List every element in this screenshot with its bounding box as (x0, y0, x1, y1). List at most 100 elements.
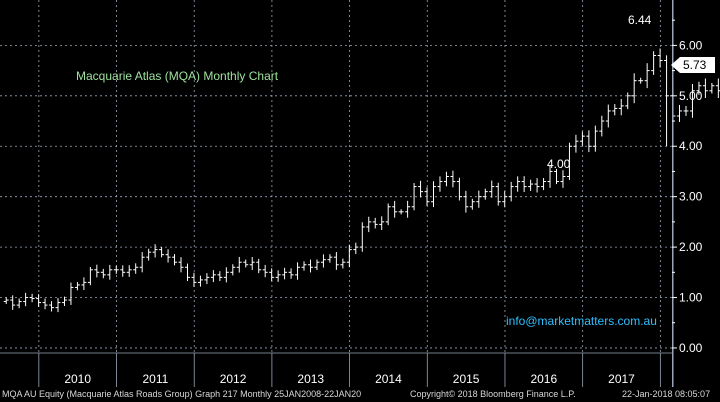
ohlc-bar (443, 171, 449, 187)
ohlc-bar (379, 216, 385, 230)
ohlc-bar (288, 268, 294, 279)
y-tick-label-4: 4.00 (679, 139, 703, 153)
ohlc-bar (301, 261, 307, 271)
ohlc-bar (612, 104, 618, 116)
ohlc-bar (262, 264, 268, 278)
chart-title: Macquarie Atlas (MQA) Monthly Chart (76, 69, 279, 83)
ohlc-bar (586, 130, 592, 153)
last-price-text: 5.73 (683, 58, 707, 72)
ohlc-bar (547, 165, 553, 188)
ohlc-bar (534, 178, 540, 193)
ohlc-bar (146, 248, 152, 261)
ohlc-bar (521, 176, 527, 192)
high-annotation: 6.44 (628, 13, 652, 27)
ohlc-bar (152, 244, 158, 258)
ohlc-bar (476, 190, 482, 208)
ohlc-bar (405, 200, 411, 218)
ohlc-bar (482, 188, 488, 200)
ohlc-bar (249, 256, 255, 270)
ohlc-bar (55, 298, 61, 313)
ohlc-bar (657, 48, 663, 68)
y-tick-label-3: 3.00 (679, 190, 703, 204)
x-tick-label-4: 2014 (375, 372, 402, 386)
ohlc-bar (359, 222, 365, 252)
ohlc-bar (638, 77, 644, 84)
footer-copyright: Copyright© 2018 Bloomberg Finance L.P. (410, 389, 576, 399)
ohlc-bar (100, 268, 106, 279)
ohlc-bar (107, 264, 113, 280)
x-tick-label-3: 2013 (297, 372, 324, 386)
ohlc-bar (664, 55, 670, 147)
ohlc-bar (508, 181, 514, 202)
ohlc-bar (566, 142, 572, 181)
footer-timestamp: 22-Jan-2018 08:05:07 (622, 389, 711, 399)
ohlc-bar (74, 282, 80, 291)
ohlc-bar (631, 73, 637, 104)
ohlc-series (3, 48, 720, 313)
ohlc-bar (495, 182, 501, 206)
y-tick-label-0: 0.00 (679, 341, 703, 355)
ohlc-bar (333, 252, 339, 270)
ohlc-bar (625, 92, 631, 110)
ohlc-bar (618, 98, 624, 116)
ohlc-bar (16, 298, 22, 309)
ohlc-bar (87, 266, 93, 286)
y-axis: 0.00 1.00 2.00 3.00 4.00 5.00 6.00 (672, 19, 703, 355)
x-tick-label-5: 2015 (453, 372, 480, 386)
x-tick-label-1: 2011 (142, 372, 168, 386)
ohlc-bar (437, 176, 443, 192)
ohlc-bar (346, 244, 352, 268)
ohlc-bar (165, 249, 171, 263)
low-annotation: 4.00 (547, 157, 571, 171)
ohlc-bar (456, 177, 462, 201)
x-axis: 2010 2011 2012 2013 2014 2015 2016 2017 (64, 372, 635, 386)
ohlc-bar (275, 270, 281, 282)
ohlc-bar (217, 271, 223, 282)
ohlc-bar (10, 295, 16, 310)
ohlc-bar (418, 180, 424, 198)
ohlc-bar (94, 264, 100, 278)
ohlc-bar (579, 131, 585, 146)
last-price-tag (671, 57, 715, 73)
ohlc-bar (185, 263, 190, 282)
ohlc-bar (554, 168, 559, 185)
footer-security-info: MQA AU Equity (Macquarie Atlas Roads Gro… (2, 389, 362, 399)
ohlc-bar (36, 294, 42, 307)
ohlc-bar (683, 105, 689, 116)
ohlc-bar (450, 170, 456, 188)
ohlc-bar (715, 78, 720, 99)
grid-lines (0, 0, 672, 387)
ohlc-bar (282, 267, 288, 280)
ohlc-bar (702, 78, 708, 98)
ohlc-bar (236, 256, 242, 273)
ohlc-bar (469, 198, 475, 210)
y-tick-label-6: 6.00 (679, 38, 703, 52)
ohlc-bar (489, 180, 495, 198)
ohlc-bar (431, 181, 436, 208)
ohlc-bar (651, 51, 657, 75)
ohlc-bar (696, 81, 702, 95)
ohlc-bar (411, 183, 417, 211)
ohlc-bar (327, 254, 333, 263)
ohlc-bar (314, 259, 320, 271)
x-tick-label-2: 2012 (220, 372, 247, 386)
ohlc-bar (191, 272, 197, 288)
ohlc-bar (308, 259, 313, 273)
ohlc-bar (424, 187, 430, 207)
ohlc-bar (269, 268, 275, 282)
ohlc-bar (677, 104, 682, 122)
ohlc-bar (560, 170, 566, 188)
y-tick-label-2: 2.00 (679, 240, 703, 254)
ohlc-bar (541, 178, 547, 191)
ohlc-bar (573, 134, 579, 153)
ohlc-bar (62, 296, 67, 307)
ohlc-bar (463, 190, 469, 213)
ohlc-bar (320, 254, 326, 268)
ohlc-bar (81, 277, 87, 290)
ohlc-bar (29, 293, 35, 303)
ohlc-bar (49, 301, 54, 312)
plot-right-border (672, 0, 674, 387)
ohlc-bar (592, 125, 598, 152)
ohlc-bar (23, 292, 29, 307)
